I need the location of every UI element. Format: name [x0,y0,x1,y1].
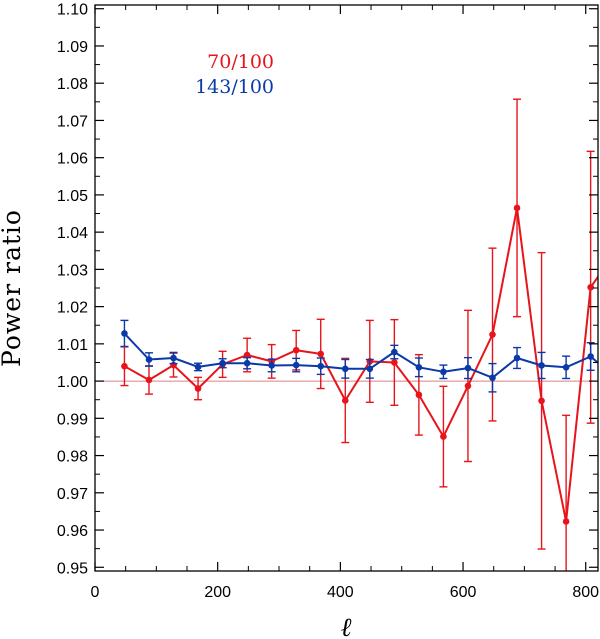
data-point [440,433,447,440]
legend-entry-70-100: 70/100 [207,51,274,73]
data-point [292,361,300,369]
data-point [489,374,496,382]
data-point [341,365,349,373]
data-point [170,354,177,362]
x-tick-label: 800 [572,584,599,601]
y-tick-label: 1.10 [57,2,88,19]
legend-entry-143-100: 143/100 [195,76,274,98]
data-point [243,351,251,359]
tick-labels: 0 200 400 600 800 0.95 0.96 0.97 0.98 0.99 1.00 1.0… [57,2,599,601]
data-point [391,359,398,366]
x-axis-title: ℓ [341,613,352,639]
data-point [464,364,472,372]
y-tick-label: 1.08 [57,76,88,93]
y-tick-label: 0.99 [57,411,88,428]
series-70-100 [120,98,598,571]
axis-ticks [94,5,598,571]
data-point [317,362,325,370]
data-point [366,365,374,373]
plot-frame [94,4,599,572]
x-tick-label: 400 [327,584,354,601]
data-point [513,204,521,212]
y-tick-label: 0.96 [57,523,88,540]
data-point [489,331,496,338]
y-tick-label: 0.98 [57,449,88,466]
y-tick-label: 1.06 [57,151,88,168]
data-point [538,397,545,405]
y-tick-label: 1.01 [57,337,88,354]
y-tick-label: 1.02 [57,300,88,317]
data-point [219,359,226,367]
data-point [145,376,153,384]
data-point [562,518,570,525]
y-tick-label: 0.95 [57,560,88,577]
data-point [538,362,545,369]
y-axis-title: Power ratio [0,209,26,367]
data-point [194,385,202,392]
data-point [243,359,251,367]
y-tick-label: 1.04 [57,225,88,242]
data-point [562,364,570,371]
series-143-100 [120,319,598,393]
data-point [415,391,423,399]
data-point [145,356,153,363]
data-point [341,397,349,404]
data-point [268,362,275,369]
y-tick-label: 1.07 [57,113,88,130]
data-point [440,368,447,376]
data-point [121,362,128,370]
data-point [121,330,128,337]
y-tick-label: 1.03 [57,262,88,279]
series-layer [120,98,598,571]
data-point [194,363,202,371]
data-point [513,354,521,362]
data-point [587,353,594,360]
data-point [464,382,472,390]
data-point [587,283,594,291]
x-tick-label: 200 [204,584,231,601]
x-tick-label: 600 [450,584,477,601]
data-point [292,346,300,354]
y-tick-label: 1.05 [57,188,88,205]
data-point [415,364,423,371]
x-tick-label: 0 [91,584,100,601]
y-tick-label: 0.97 [57,486,88,503]
data-point [391,348,398,356]
y-tick-label: 1.09 [57,39,88,56]
data-point [317,350,325,358]
y-tick-label: 1.00 [57,374,88,391]
